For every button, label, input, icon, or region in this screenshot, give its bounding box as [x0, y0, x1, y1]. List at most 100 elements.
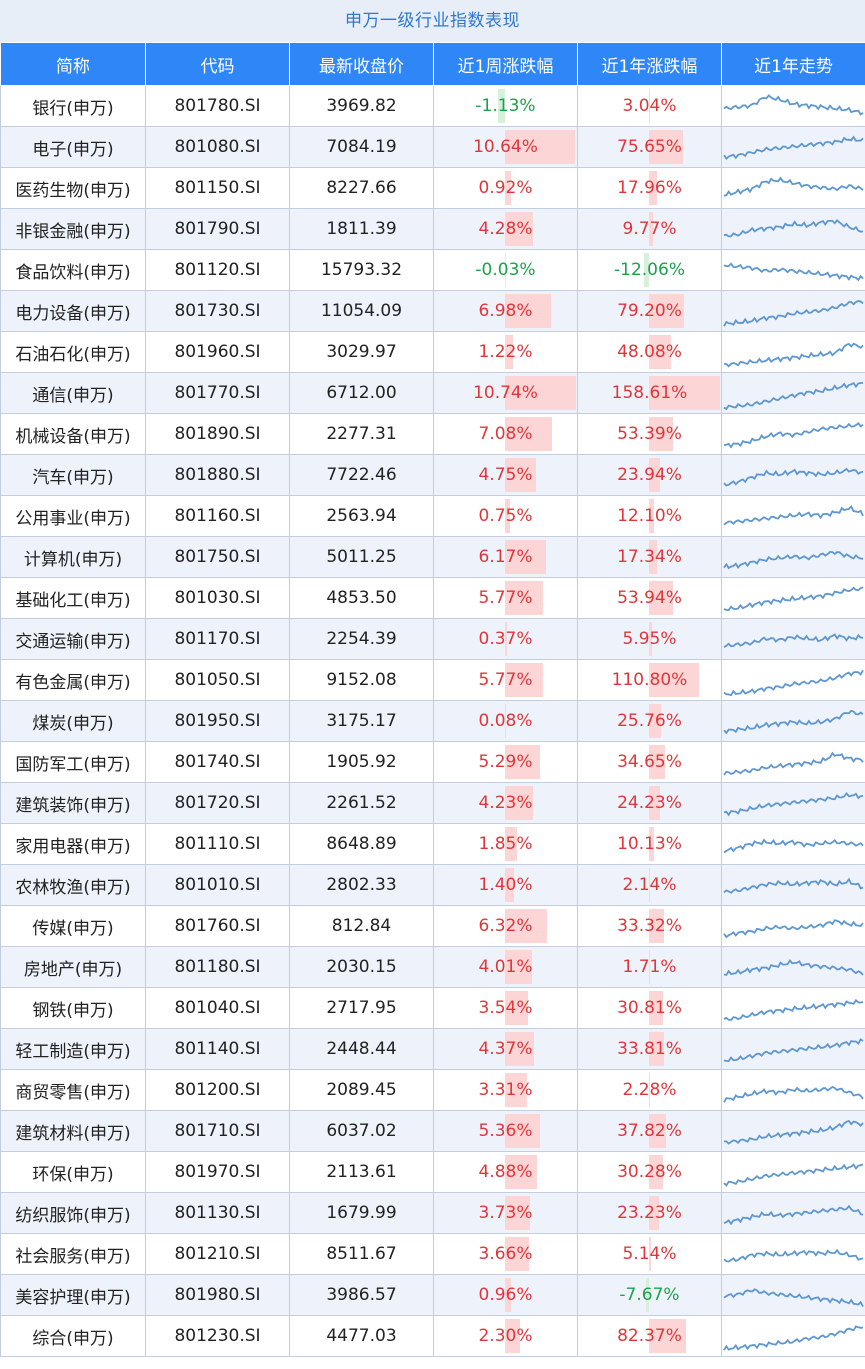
table-row[interactable]: 机械设备(申万) 801890.SI 2277.31 7.08% 53.39% [0, 413, 865, 455]
table-row[interactable]: 轻工制造(申万) 801140.SI 2448.44 4.37% 33.81% [0, 1028, 865, 1070]
year-change-value: 37.82% [617, 1121, 682, 1141]
table-row[interactable]: 通信(申万) 801770.SI 6712.00 10.74% 158.61% [0, 372, 865, 414]
sparkline-path [723, 669, 864, 697]
table-row[interactable]: 传媒(申万) 801760.SI 812.84 6.32% 33.32% [0, 905, 865, 947]
table-row[interactable]: 汽车(申万) 801880.SI 7722.46 4.75% 23.94% [0, 454, 865, 496]
cell-week-change: -0.03% [433, 249, 578, 291]
table-row[interactable]: 建筑装饰(申万) 801720.SI 2261.52 4.23% 24.23% [0, 782, 865, 824]
cell-week-change: 2.30% [433, 1315, 578, 1357]
week-change-bar [505, 581, 544, 615]
cell-code: 801750.SI [145, 536, 290, 578]
cell-year-trend [721, 495, 865, 537]
table-row[interactable]: 银行(申万) 801780.SI 3969.82 -1.13% 3.04% [0, 85, 865, 127]
table-row[interactable]: 电子(申万) 801080.SI 7084.19 10.64% 75.65% [0, 126, 865, 168]
cell-close: 11054.09 [289, 290, 434, 332]
sparkline [723, 751, 864, 776]
table-row[interactable]: 煤炭(申万) 801950.SI 3175.17 0.08% 25.76% [0, 700, 865, 742]
cell-name: 社会服务(申万) [0, 1233, 146, 1275]
cell-close: 2261.52 [289, 782, 434, 824]
week-change-value: 0.75% [478, 506, 533, 526]
cell-week-change: 1.40% [433, 864, 578, 906]
week-change-value: 4.37% [478, 1039, 533, 1059]
cell-close: 2563.94 [289, 495, 434, 537]
week-change-bar [505, 499, 510, 533]
cell-close: 6712.00 [289, 372, 434, 414]
week-change-value: 5.77% [478, 670, 533, 690]
table-row[interactable]: 电力设备(申万) 801730.SI 11054.09 6.98% 79.20% [0, 290, 865, 332]
table-row[interactable]: 石油石化(申万) 801960.SI 3029.97 1.22% 48.08% [0, 331, 865, 373]
year-change-bar [649, 458, 660, 492]
cell-code: 801950.SI [145, 700, 290, 742]
table-row[interactable]: 非银金融(申万) 801790.SI 1811.39 4.28% 9.77% [0, 208, 865, 250]
table-row[interactable]: 环保(申万) 801970.SI 2113.61 4.88% 30.28% [0, 1151, 865, 1193]
table-row[interactable]: 商贸零售(申万) 801200.SI 2089.45 3.31% 2.28% [0, 1069, 865, 1111]
cell-week-change: 1.22% [433, 331, 578, 373]
year-change-bar [649, 745, 665, 779]
cell-close: 8227.66 [289, 167, 434, 209]
sparkline [723, 709, 864, 735]
sparkline-path [723, 958, 864, 976]
cell-name: 环保(申万) [0, 1151, 146, 1193]
cell-week-change: 0.92% [433, 167, 578, 209]
cell-code: 801040.SI [145, 987, 290, 1029]
year-change-bar [643, 253, 649, 287]
table-row[interactable]: 有色金属(申万) 801050.SI 9152.08 5.77% 110.80% [0, 659, 865, 701]
cell-year-trend [721, 577, 865, 619]
table-row[interactable]: 综合(申万) 801230.SI 4477.03 2.30% 82.37% [0, 1315, 865, 1357]
col-header-code[interactable]: 代码 [145, 42, 290, 86]
cell-week-change: 5.36% [433, 1110, 578, 1152]
sparkline-path [723, 1325, 864, 1351]
table-row[interactable]: 房地产(申万) 801180.SI 2030.15 4.01% 1.71% [0, 946, 865, 988]
table-row[interactable]: 农林牧渔(申万) 801010.SI 2802.33 1.40% 2.14% [0, 864, 865, 906]
cell-code: 801180.SI [145, 946, 290, 988]
table-row[interactable]: 医药生物(申万) 801150.SI 8227.66 0.92% 17.96% [0, 167, 865, 209]
week-change-value: 5.29% [478, 752, 533, 772]
cell-name: 纺织服饰(申万) [0, 1192, 146, 1234]
year-change-value: 48.08% [617, 342, 682, 362]
year-change-bar [649, 540, 657, 574]
col-header-name[interactable]: 简称 [0, 42, 146, 86]
col-header-week-change[interactable]: 近1周涨跌幅 [433, 42, 578, 86]
table-row[interactable]: 国防军工(申万) 801740.SI 1905.92 5.29% 34.65% [0, 741, 865, 783]
sparkline-path [723, 342, 864, 368]
table-row[interactable]: 钢铁(申万) 801040.SI 2717.95 3.54% 30.81% [0, 987, 865, 1029]
cell-code: 801230.SI [145, 1315, 290, 1357]
sparkline-path [723, 135, 864, 160]
col-header-year-trend[interactable]: 近1年走势 [721, 42, 865, 86]
table-row[interactable]: 建筑材料(申万) 801710.SI 6037.02 5.36% 37.82% [0, 1110, 865, 1152]
sparkline [723, 877, 864, 894]
year-change-bar [649, 704, 661, 738]
table-row[interactable]: 社会服务(申万) 801210.SI 8511.67 3.66% 5.14% [0, 1233, 865, 1275]
table-row[interactable]: 交通运输(申万) 801170.SI 2254.39 0.37% 5.95% [0, 618, 865, 660]
col-header-year-change[interactable]: 近1年涨跌幅 [577, 42, 722, 86]
sparkline [723, 669, 864, 697]
cell-name: 电力设备(申万) [0, 290, 146, 332]
table-row[interactable]: 公用事业(申万) 801160.SI 2563.94 0.75% 12.10% [0, 495, 865, 537]
cell-code: 801120.SI [145, 249, 290, 291]
cell-year-trend [721, 823, 865, 865]
cell-year-trend [721, 536, 865, 578]
cell-name: 综合(申万) [0, 1315, 146, 1357]
cell-close: 2448.44 [289, 1028, 434, 1070]
table-row[interactable]: 家用电器(申万) 801110.SI 8648.89 1.85% 10.13% [0, 823, 865, 865]
sparkline-path [723, 467, 864, 487]
cell-name: 非银金融(申万) [0, 208, 146, 250]
year-change-value: 17.96% [617, 178, 682, 198]
table-row[interactable]: 纺织服饰(申万) 801130.SI 1679.99 3.73% 23.23% [0, 1192, 865, 1234]
table-row[interactable]: 基础化工(申万) 801030.SI 4853.50 5.77% 53.94% [0, 577, 865, 619]
cell-close: 3969.82 [289, 85, 434, 127]
table-row[interactable]: 美容护理(申万) 801980.SI 3986.57 0.96% -7.67% [0, 1274, 865, 1316]
cell-name: 商贸零售(申万) [0, 1069, 146, 1111]
cell-year-trend [721, 167, 865, 209]
col-header-close[interactable]: 最新收盘价 [289, 42, 434, 86]
sparkline [723, 1038, 864, 1063]
cell-week-change: 1.85% [433, 823, 578, 865]
table-row[interactable]: 食品饮料(申万) 801120.SI 15793.32 -0.03% -12.06% [0, 249, 865, 291]
cell-year-change: 34.65% [577, 741, 722, 783]
cell-year-change: 158.61% [577, 372, 722, 414]
year-change-bar [649, 294, 685, 328]
year-change-bar [649, 622, 652, 656]
table-row[interactable]: 计算机(申万) 801750.SI 5011.25 6.17% 17.34% [0, 536, 865, 578]
week-change-value: 4.01% [478, 957, 533, 977]
week-change-bar [505, 1319, 521, 1353]
